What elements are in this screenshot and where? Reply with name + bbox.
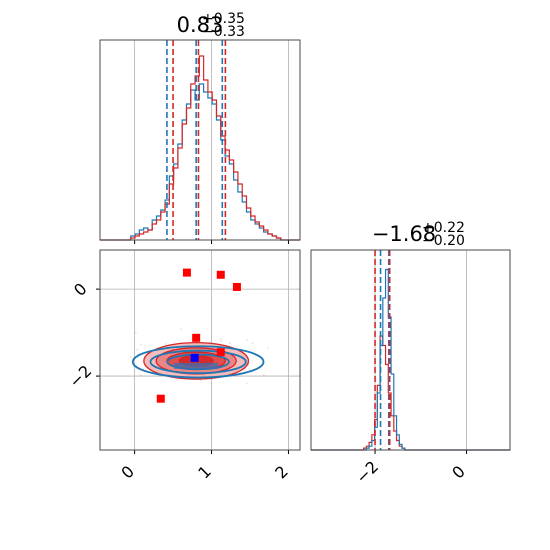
marginal-y-quantiles bbox=[374, 250, 391, 450]
joint-panel: 0 1 2 0 −2 bbox=[65, 249, 301, 482]
joint-sample-point bbox=[262, 374, 265, 377]
joint-sample-point bbox=[246, 338, 249, 341]
marginal-x-quantiles bbox=[166, 40, 227, 240]
marginal-y-title: −1.68 bbox=[372, 222, 436, 246]
marginal-y-tick-label: −2 bbox=[352, 457, 382, 487]
joint-sample-point bbox=[199, 379, 202, 382]
joint-sample-point bbox=[179, 328, 182, 331]
marginal-x-histogram-red bbox=[100, 55, 300, 241]
marginal-y-panel: −1.68 +0.22 −0.20 −2 0 bbox=[310, 220, 511, 487]
marginal-x-title-value: 0.83 bbox=[177, 13, 224, 37]
marginal-x-grid bbox=[134, 40, 289, 240]
joint-y-tick-label: 0 bbox=[70, 279, 91, 300]
marginal-x-histograms bbox=[100, 55, 300, 241]
joint-sample-point bbox=[246, 382, 248, 385]
marginal-y-title-minus: −0.20 bbox=[422, 233, 465, 249]
joint-sample-point bbox=[220, 340, 223, 343]
joint-y-tick-label: −2 bbox=[65, 361, 95, 391]
marginal-y-title-plus: +0.22 bbox=[422, 220, 465, 236]
joint-frame bbox=[99, 249, 301, 451]
joint-sample-point bbox=[140, 374, 143, 377]
joint-marker-red bbox=[192, 333, 201, 342]
marginal-x-title-minus: −0.33 bbox=[202, 24, 245, 40]
joint-sample-point bbox=[164, 343, 167, 345]
marginal-y-histogram-blue bbox=[311, 268, 510, 451]
marginal-y-histograms bbox=[311, 268, 510, 451]
marginal-x-histogram-blue bbox=[100, 83, 300, 241]
joint-sample-point bbox=[247, 364, 250, 367]
joint-sample-point bbox=[248, 368, 251, 371]
joint-markers bbox=[156, 268, 241, 403]
joint-sample-point bbox=[229, 342, 231, 345]
joint-contour-blue-core bbox=[174, 362, 219, 369]
marginal-x-frame bbox=[99, 39, 301, 241]
marginal-y-frame bbox=[310, 249, 511, 451]
joint-marker-red bbox=[182, 268, 191, 277]
joint-marker-red bbox=[232, 282, 241, 291]
joint-x-tick-label: 1 bbox=[194, 462, 215, 483]
joint-marker-red bbox=[156, 394, 165, 403]
marginal-x-title-plus: +0.35 bbox=[202, 11, 245, 27]
joint-sample-point bbox=[219, 338, 222, 341]
joint-sample-point bbox=[267, 347, 270, 349]
joint-sample-point bbox=[135, 332, 137, 334]
joint-marker-red bbox=[216, 348, 225, 357]
joint-contour-blue bbox=[131, 345, 265, 379]
joint-sample-point bbox=[140, 343, 142, 346]
joint-contour-blue bbox=[149, 349, 247, 375]
marginal-y-ticks: −2 0 bbox=[352, 450, 469, 487]
joint-sample-point bbox=[251, 342, 254, 345]
marginal-x-panel: 0.83 +0.35 −0.33 bbox=[99, 11, 301, 244]
joint-marker-blue bbox=[190, 353, 199, 362]
marginal-y-tick-label: 0 bbox=[448, 462, 469, 483]
joint-x-tick-label: 0 bbox=[117, 462, 138, 483]
joint-sample-point bbox=[129, 356, 132, 359]
joint-x-tick-label: 2 bbox=[271, 462, 292, 483]
marginal-y-histogram-red bbox=[311, 335, 510, 451]
joint-sample-point bbox=[243, 369, 246, 372]
marginal-x-title: 0.83 bbox=[177, 13, 224, 37]
marginal-y-title-value: −1.68 bbox=[372, 222, 436, 246]
joint-sample-point bbox=[136, 348, 139, 351]
marginal-x-ticks bbox=[134, 240, 289, 244]
joint-marker-red bbox=[216, 270, 225, 279]
joint-ticks: 0 1 2 0 −2 bbox=[65, 279, 292, 482]
